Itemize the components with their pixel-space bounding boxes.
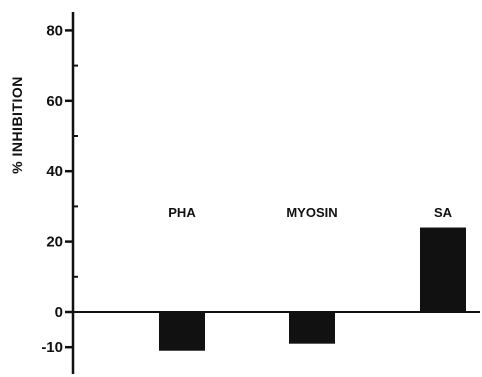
category-label-sa: SA <box>434 205 453 220</box>
labels: 80 60 40 20 0 -10 PHA MYOSIN SA <box>41 22 452 356</box>
y-tick-label: 20 <box>46 234 63 251</box>
bar-sa <box>420 227 466 312</box>
y-tick-label: 40 <box>46 163 63 180</box>
y-tick-label: 0 <box>55 304 63 321</box>
bar-pha <box>159 312 205 351</box>
bar-myosin <box>289 312 335 344</box>
y-axis-title: % INHIBITION <box>9 76 25 174</box>
category-label-pha: PHA <box>168 205 196 220</box>
y-tick-label: 60 <box>46 93 63 110</box>
category-label-myosin: MYOSIN <box>286 205 337 220</box>
y-tick-label: -10 <box>41 339 63 356</box>
y-tick-label: 80 <box>46 22 63 39</box>
axes <box>65 12 480 374</box>
bars <box>159 227 466 351</box>
